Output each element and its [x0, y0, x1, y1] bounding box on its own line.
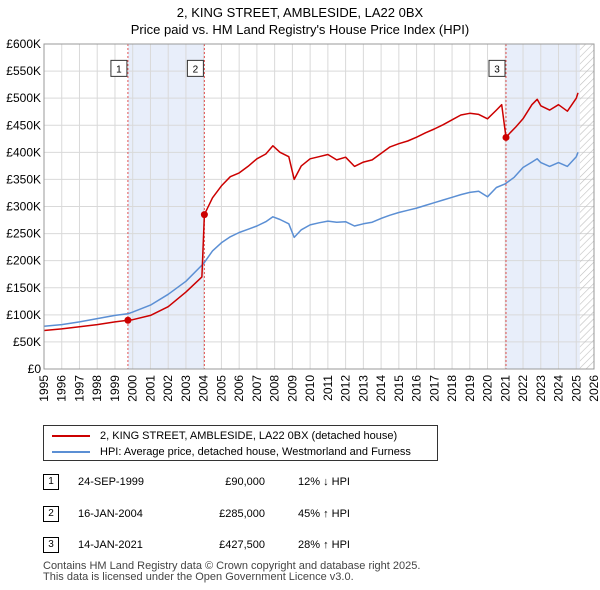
sale-marker-label-box	[110, 59, 128, 77]
x-tick-label: 2016	[410, 375, 424, 402]
hpi-series-line	[43, 152, 579, 327]
sale-marker-label-text: 3	[494, 64, 500, 75]
y-tick-label: £150K	[6, 281, 41, 295]
x-tick-label: 2006	[232, 375, 246, 402]
y-tick-label: £50K	[13, 335, 41, 349]
y-tick-label: £250K	[6, 227, 41, 241]
x-tick-label: 2008	[268, 375, 282, 402]
transaction-date: 24-SEP-1999	[78, 476, 145, 488]
transaction-price: £90,000	[225, 476, 265, 488]
footer-line-copyright: Contains HM Land Registry data © Crown c…	[43, 560, 421, 572]
x-tick-label: 2009	[285, 375, 299, 402]
legend-label-property: 2, KING STREET, AMBLESIDE, LA22 0BX (det…	[100, 430, 398, 442]
sale-point	[200, 211, 208, 219]
x-tick-label: 2022	[516, 375, 530, 402]
chart-legend: 2, KING STREET, AMBLESIDE, LA22 0BX (det…	[43, 425, 438, 461]
legend-swatch-property	[52, 435, 90, 437]
legend-label-hpi: HPI: Average price, detached house, West…	[100, 446, 411, 458]
chart-subtitle: Price paid vs. HM Land Registry's House …	[130, 22, 470, 37]
sale-point	[124, 316, 132, 324]
x-tick-label: 2015	[392, 375, 406, 402]
footer-line-licence: This data is licensed under the Open Gov…	[43, 571, 354, 583]
y-tick-label: £600K	[6, 37, 41, 51]
transaction-badge: 2	[43, 506, 59, 522]
transaction-row: 2 16-JAN-2004 £285,000 45% ↑ HPI	[0, 506, 600, 524]
sale-marker-label-text: 1	[116, 64, 122, 75]
x-tick-label: 2013	[356, 375, 370, 402]
transaction-price: £285,000	[219, 508, 265, 520]
x-tick-label: 2023	[534, 375, 548, 402]
sale-marker-label-box	[488, 59, 506, 77]
transaction-date: 16-JAN-2004	[78, 508, 143, 520]
x-tick-label: 2024	[552, 375, 566, 402]
x-tick-label: 2017	[427, 375, 441, 402]
y-tick-label: £350K	[6, 172, 41, 186]
sale-marker-label: 2	[186, 59, 204, 77]
x-tick-label: 2002	[161, 375, 175, 402]
y-tick-label: £400K	[6, 145, 41, 159]
x-tick-label: 1995	[37, 375, 51, 402]
x-tick-label: 2005	[214, 375, 228, 402]
y-tick-label: £200K	[6, 254, 41, 268]
y-tick-label: £450K	[6, 118, 41, 132]
x-tick-label: 1998	[90, 375, 104, 402]
x-tick-label: 2014	[374, 375, 388, 402]
x-tick-label: 2001	[143, 375, 157, 402]
sale-point	[502, 133, 510, 141]
x-tick-label: 2004	[197, 375, 211, 402]
price-chart: 1 2 3 £0 £50K £100K £150K £200K £250K £300K £350K…	[6, 37, 600, 402]
x-tick-label: 2021	[498, 375, 512, 402]
x-tick-label: 2011	[321, 375, 335, 401]
y-tick-label: £300K	[6, 200, 41, 214]
x-tick-label: 2018	[445, 375, 459, 402]
transaction-hpi-diff: 45% ↑ HPI	[298, 508, 350, 520]
legend-swatch-hpi	[52, 451, 90, 453]
plot-area-frame	[43, 43, 595, 370]
transaction-badge: 1	[43, 474, 59, 490]
x-tick-label: 2010	[303, 375, 317, 402]
x-tick-label: 2020	[481, 375, 495, 402]
x-tick-label: 2019	[463, 375, 477, 402]
y-tick-label: £550K	[6, 64, 41, 78]
sale-marker-label: 1	[110, 59, 128, 77]
y-tick-label: £500K	[6, 91, 41, 105]
x-tick-label: 2007	[250, 375, 264, 402]
x-tick-label: 1997	[72, 375, 86, 402]
sale-marker-label-box	[186, 59, 204, 77]
x-tick-label: 2000	[126, 375, 140, 402]
x-tick-label: 1999	[108, 375, 122, 402]
x-tick-label: 2003	[179, 375, 193, 402]
transaction-row: 1 24-SEP-1999 £90,000 12% ↓ HPI	[0, 474, 600, 492]
transaction-hpi-diff: 28% ↑ HPI	[298, 539, 350, 551]
x-tick-label: 2025	[569, 375, 583, 402]
footer-attribution: Contains HM Land Registry data © Crown c…	[43, 561, 420, 583]
y-tick-label: £0	[28, 362, 42, 376]
x-tick-label: 2012	[339, 375, 353, 402]
property-series-line	[43, 92, 579, 332]
transaction-hpi-diff: 12% ↓ HPI	[298, 476, 350, 488]
y-tick-label: £100K	[6, 308, 41, 322]
x-tick-label: 2026	[587, 375, 600, 402]
transaction-badge: 3	[43, 537, 59, 553]
sale-marker-label: 3	[488, 59, 506, 77]
transaction-price: £427,500	[219, 539, 265, 551]
forecast-hatch-area	[579, 44, 594, 369]
chart-title-block: 2, KING STREET, AMBLESIDE, LA22 0BX Pric…	[0, 4, 600, 38]
transaction-date: 14-JAN-2021	[78, 539, 143, 551]
chart-title: 2, KING STREET, AMBLESIDE, LA22 0BX	[176, 5, 424, 20]
sale-marker-label-text: 2	[193, 64, 199, 75]
x-tick-label: 1996	[55, 375, 69, 402]
transaction-row: 3 14-JAN-2021 £427,500 28% ↑ HPI	[0, 537, 600, 555]
